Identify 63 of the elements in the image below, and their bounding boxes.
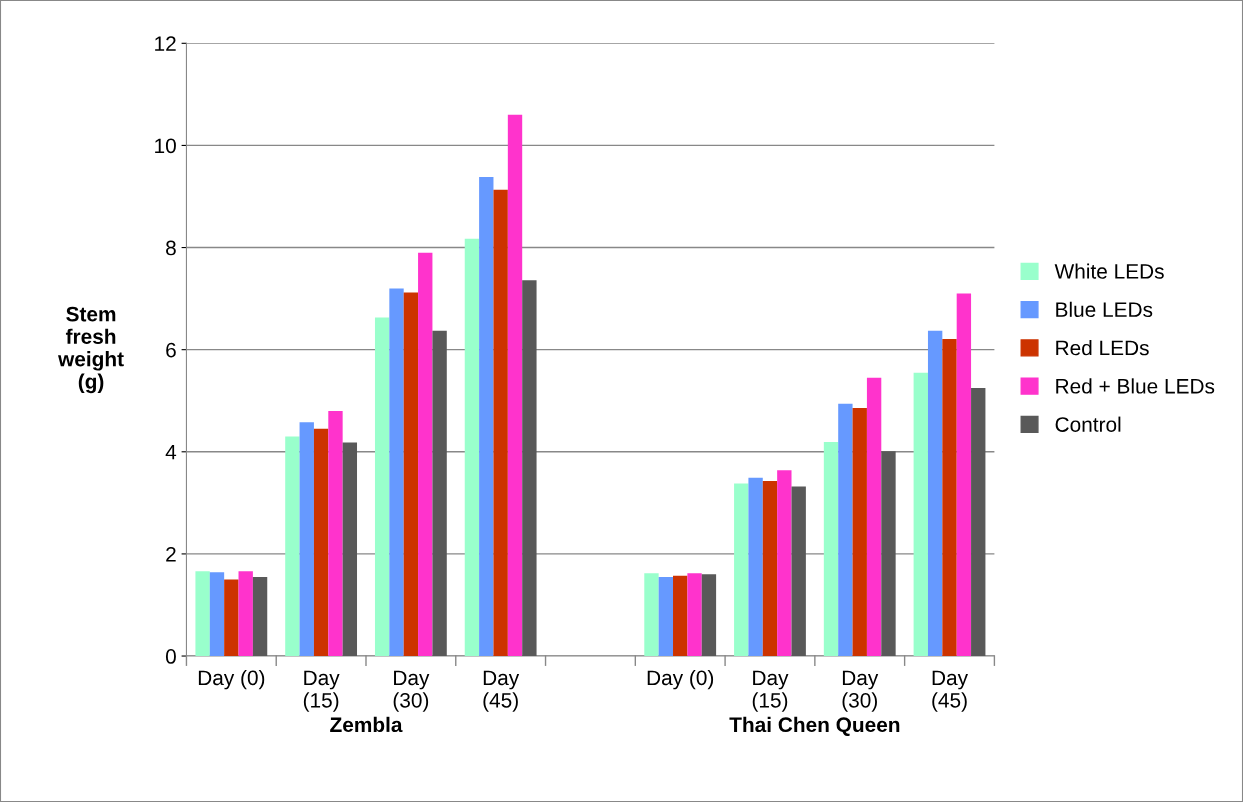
bar [762, 480, 778, 657]
bar [252, 576, 268, 657]
y-axis-title: Stem fresh weight (g) [58, 306, 124, 394]
bar [866, 377, 882, 657]
y-tick-label: 4 [165, 445, 177, 460]
bar [687, 573, 702, 657]
y-tick-label: 8 [166, 240, 176, 256]
y-tick-label: 6 [166, 342, 176, 358]
bar [644, 573, 659, 657]
legend-label: White LEDs [1054, 263, 1164, 279]
bar [734, 483, 749, 657]
bar [209, 572, 225, 657]
bar [374, 317, 390, 657]
y-tick-label: 12 [155, 36, 176, 51]
bar [238, 571, 253, 657]
bar [493, 189, 508, 657]
bar [777, 470, 792, 657]
bar [299, 422, 314, 657]
bar [748, 477, 763, 657]
bar [838, 403, 853, 657]
bar [881, 451, 896, 657]
bar [823, 442, 839, 657]
x-tick-label: Day (15) [752, 670, 789, 712]
bar [507, 114, 523, 657]
bar [418, 252, 433, 657]
bar [701, 574, 717, 657]
bar [195, 571, 210, 657]
bar [927, 330, 943, 657]
bar [791, 486, 806, 657]
bar [658, 576, 674, 657]
bar [971, 387, 986, 657]
bar [328, 410, 343, 657]
bar [389, 288, 404, 657]
bar [285, 436, 300, 657]
legend-label: Red + Blue LEDs [1056, 378, 1215, 394]
y-tick-label: 0 [165, 649, 176, 664]
bar [432, 330, 447, 657]
bar [956, 293, 972, 657]
legend-label: Red LEDs [1056, 340, 1149, 356]
bar [913, 372, 928, 657]
bar [852, 407, 867, 657]
bar [479, 177, 494, 657]
bar [673, 575, 688, 657]
bar [942, 338, 957, 657]
bar [464, 238, 480, 657]
x-tick-label: Day (30) [393, 670, 430, 712]
y-tick-label: 10 [155, 138, 176, 154]
x-tick-label: Day (45) [932, 670, 968, 712]
x-tick-label: Day (45) [483, 670, 520, 712]
bar [313, 428, 329, 657]
x-tick-label: Day (0) [198, 669, 265, 690]
bar [403, 292, 419, 657]
y-tick-label: 2 [166, 546, 176, 562]
bar [342, 442, 358, 657]
text: Zembla [330, 716, 403, 733]
text: Thai Chen Queen [729, 716, 900, 736]
legend-label: Blue LEDs [1056, 301, 1153, 318]
legend-label: Control [1055, 416, 1121, 432]
x-tick-label: Day (0) [647, 669, 714, 690]
bar [522, 280, 537, 657]
x-tick-label: Day (15) [303, 670, 340, 712]
x-tick-label: Day (30) [842, 670, 879, 712]
bar [224, 579, 239, 657]
